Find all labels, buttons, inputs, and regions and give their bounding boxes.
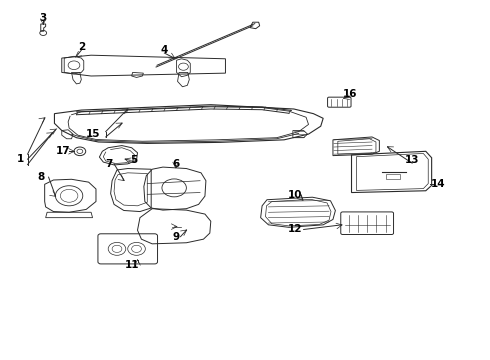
- Text: 15: 15: [86, 129, 101, 139]
- Text: 17: 17: [56, 146, 71, 156]
- Text: 10: 10: [288, 190, 302, 200]
- Text: 6: 6: [172, 159, 179, 169]
- Text: 14: 14: [431, 179, 445, 189]
- Text: 16: 16: [343, 89, 357, 99]
- Text: 3: 3: [40, 13, 47, 23]
- Text: 1: 1: [17, 154, 24, 164]
- Text: 7: 7: [105, 159, 113, 169]
- Text: 11: 11: [124, 260, 139, 270]
- Text: 2: 2: [78, 42, 85, 52]
- Text: 12: 12: [288, 225, 302, 234]
- Text: 9: 9: [172, 232, 179, 242]
- Text: 4: 4: [161, 45, 168, 55]
- Text: 8: 8: [37, 172, 45, 182]
- Text: 13: 13: [405, 155, 419, 165]
- Text: 5: 5: [130, 155, 137, 165]
